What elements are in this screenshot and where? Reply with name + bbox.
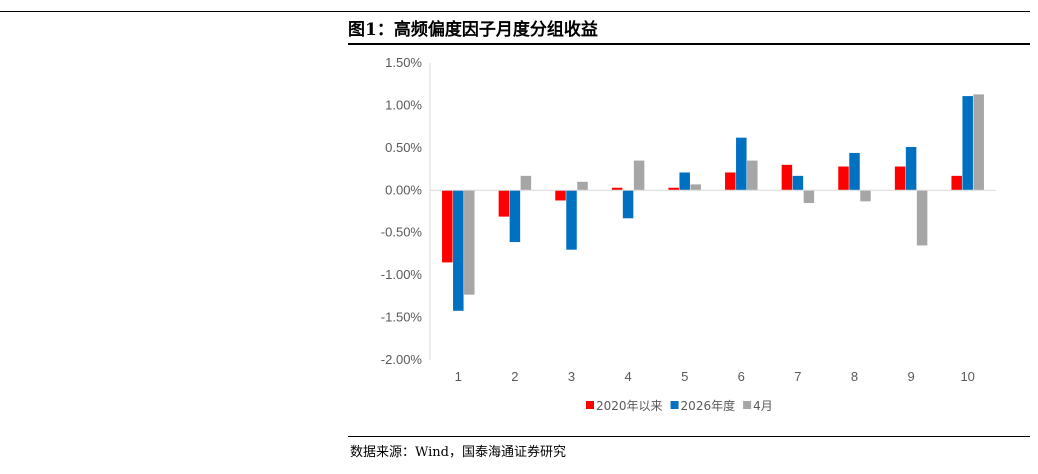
y-tick-label: -1.50% (381, 310, 423, 325)
bar (860, 190, 871, 202)
bar (577, 181, 588, 191)
bar (442, 190, 453, 263)
bar (962, 96, 973, 191)
bar (905, 147, 917, 191)
source-rule (348, 436, 1030, 437)
bar (973, 94, 984, 191)
bar (555, 190, 566, 201)
legend-label: 2026年度 (681, 398, 736, 413)
bar (747, 160, 758, 191)
bar (498, 190, 510, 217)
bar (509, 190, 521, 243)
bar (668, 187, 679, 191)
legend-swatch (743, 401, 752, 409)
y-tick-label: 1.50% (385, 55, 422, 70)
bar (453, 190, 464, 311)
bar (520, 175, 532, 191)
bar (894, 166, 906, 191)
x-tick-label: 2 (511, 369, 518, 384)
bar (803, 190, 815, 204)
x-tick-label: 3 (568, 369, 575, 384)
bar (951, 175, 962, 191)
x-tick-label: 9 (907, 369, 914, 384)
bar (611, 187, 623, 191)
y-tick-label: -0.50% (381, 225, 423, 240)
x-tick-label: 4 (624, 369, 631, 384)
legend-label: 2020年以来 (596, 399, 663, 413)
y-tick-label: -1.00% (381, 267, 423, 282)
legend-swatch (586, 401, 594, 409)
x-tick-label: 8 (851, 369, 858, 384)
y-tick-label: 1.00% (385, 97, 422, 112)
x-tick-label: 1 (455, 369, 462, 384)
bar (464, 190, 475, 295)
bar (566, 190, 577, 250)
x-tick-label: 6 (738, 369, 745, 384)
bar (690, 184, 701, 191)
bar (792, 175, 804, 191)
legend-label: 4月 (753, 399, 773, 413)
figure-header: 图1：高频偏度因子月度分组收益 (348, 11, 1030, 47)
y-tick-label: 0.00% (385, 182, 422, 197)
bar (781, 164, 793, 191)
bar-chart: 1.50% 1.00% 0.50% 0.00% -0.50% -1.00% -1.50% -2… (381, 55, 996, 413)
bar (679, 172, 690, 191)
bar (736, 137, 747, 191)
figure-title: 图1：高频偏度因子月度分组收益 (348, 20, 598, 40)
bar (725, 172, 736, 191)
bar (916, 190, 928, 246)
y-tick-label: -2.00% (381, 352, 423, 367)
bar (838, 166, 849, 191)
x-tick-label: 5 (681, 369, 688, 384)
y-tick-label: 0.50% (385, 140, 422, 155)
bar (849, 152, 860, 191)
figure-source: 数据来源：Wind，国泰海通证券研究 (350, 445, 566, 460)
title-underline (348, 43, 1030, 45)
x-tick-label: 7 (794, 369, 801, 384)
bar (622, 190, 634, 219)
page-top-rule (0, 11, 1030, 12)
legend-swatch (670, 401, 679, 409)
bar (633, 160, 645, 191)
x-tick-label: 10 (960, 369, 974, 384)
